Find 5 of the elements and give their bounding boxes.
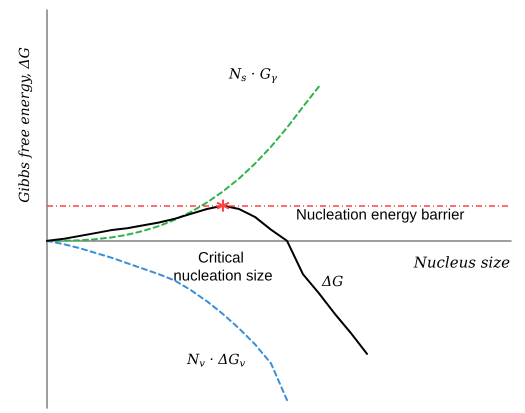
annotation: Critical nucleation size: [173, 249, 273, 284]
annotation: Nucleation energy barrier: [296, 206, 464, 224]
series-label: ΔG: [321, 274, 344, 290]
x-axis-title: Nucleus size: [412, 253, 510, 272]
y-axis-title: Gibbs free energy, ΔG: [17, 47, 33, 203]
